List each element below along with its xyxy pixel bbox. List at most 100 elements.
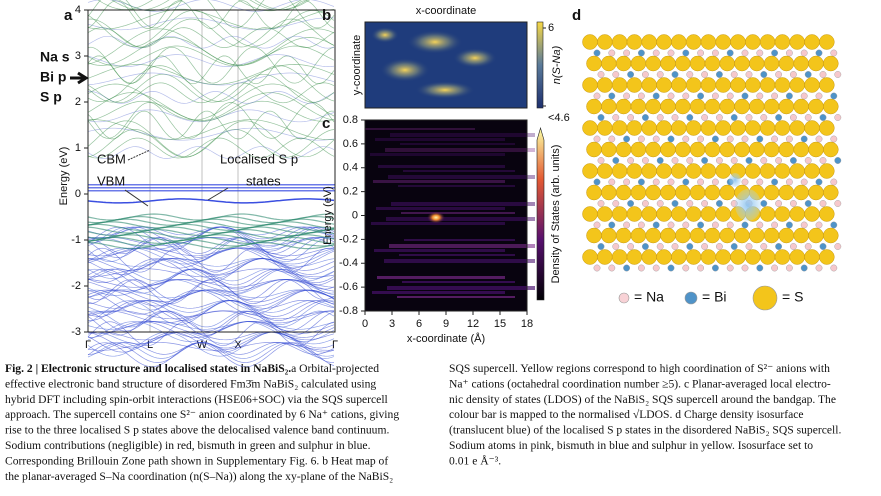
small-atom (800, 49, 808, 57)
legend-entry: = Na (634, 289, 664, 305)
sulphur-atom (645, 55, 661, 72)
small-atom (656, 200, 664, 207)
small-atom (608, 49, 616, 57)
band-line (87, 92, 335, 121)
band-line (87, 289, 335, 315)
small-atom (741, 264, 749, 272)
band-line (87, 35, 335, 49)
small-atom (834, 71, 842, 78)
band-line (87, 129, 335, 158)
sulphur-atom (715, 34, 731, 50)
sulphur-atom (823, 227, 839, 244)
sulphur-atom (675, 98, 691, 115)
sulphur-atom (601, 141, 617, 158)
small-atom (815, 92, 823, 100)
small-atom (745, 157, 753, 164)
small-atom (726, 221, 734, 229)
sulphur-atom (819, 34, 835, 50)
band-line (87, 137, 335, 159)
small-atom (730, 71, 738, 78)
small-atom (627, 114, 634, 121)
sulphur-atom (626, 163, 643, 179)
sulphur-atom (763, 141, 780, 158)
sulphur-atom (823, 141, 839, 158)
sulphur-atom (704, 141, 721, 158)
sulphur-atom (793, 141, 809, 158)
heatmap-blob (380, 58, 430, 82)
sulphur-atom (804, 249, 820, 265)
band-line (87, 320, 335, 330)
small-atom (608, 178, 616, 186)
sulphur-atom (641, 120, 657, 136)
caption-line: Na⁺ cations (octahedral coordination num… (449, 377, 831, 390)
sulphur-atom (671, 34, 687, 50)
band-line (87, 268, 335, 286)
band-line (87, 257, 335, 267)
sulphur-atom (645, 141, 661, 158)
sulphur-atom (656, 77, 672, 93)
y-tick-label: -1 (71, 234, 81, 246)
sulphur-atom (671, 163, 687, 179)
band-line (87, 236, 335, 245)
small-atom (786, 221, 793, 229)
small-atom (800, 178, 808, 186)
sulphur-atom (774, 120, 791, 136)
isosurface (735, 189, 761, 221)
sulphur-atom (611, 77, 628, 93)
sulphur-atom (611, 249, 628, 265)
y-tick-label: -0.6 (339, 281, 358, 293)
ldos-streak (371, 222, 505, 225)
small-atom (623, 49, 630, 57)
colorbar-label: n(S-Na) (551, 45, 563, 84)
caption-line: Corresponding Brillouin Zone path shown … (5, 454, 388, 467)
y-tick-label: 0 (352, 209, 358, 221)
x-axis-label: x-coordinate (Å) (407, 332, 485, 345)
small-atom (623, 135, 630, 143)
small-atom (671, 157, 679, 164)
small-atom (712, 92, 719, 100)
annotation-line (124, 189, 149, 207)
band-line (87, 247, 335, 257)
annotation: Localised S p (220, 151, 298, 166)
sulphur-atom (626, 34, 643, 50)
ldos-streak (385, 148, 535, 152)
band-line (87, 289, 335, 307)
sulphur-atom (823, 55, 839, 72)
sulphur-atom (763, 227, 780, 244)
small-atom (671, 114, 679, 121)
sulphur-atom (793, 227, 809, 244)
sulphur-atom (745, 163, 761, 179)
sulphur-atom (597, 249, 613, 265)
band-line (88, 321, 335, 338)
band-line (87, 331, 335, 341)
small-atom (760, 71, 768, 78)
sulphur-atom (749, 141, 765, 158)
ldos-streak (400, 143, 515, 145)
small-atom (712, 178, 719, 186)
small-atom (697, 135, 704, 143)
sulphur-atom (582, 163, 598, 179)
band-line (111, 0, 308, 11)
small-atom (638, 135, 645, 143)
band-line (97, 0, 311, 10)
colorbar (536, 126, 545, 301)
sulphur-atom (641, 77, 657, 93)
sulphur-atom (759, 163, 776, 179)
sulphur-atom (778, 55, 795, 72)
sulphur-atom (641, 249, 657, 265)
sulphur-atom (819, 120, 835, 136)
small-atom (682, 92, 690, 100)
sulphur-atom (749, 98, 765, 115)
k-point-label: L (147, 339, 153, 351)
isosurface (729, 173, 741, 187)
small-atom (701, 200, 708, 207)
sulphur-atom (601, 98, 617, 115)
sulphur-atom (671, 249, 687, 265)
small-atom (726, 135, 734, 143)
colorbar-label: Density of States (arb. units) (550, 145, 562, 284)
small-atom (597, 71, 605, 78)
small-atom (834, 114, 842, 121)
band-line (87, 64, 335, 85)
y-tick-label: 1 (75, 142, 81, 154)
band-line (87, 8, 335, 30)
